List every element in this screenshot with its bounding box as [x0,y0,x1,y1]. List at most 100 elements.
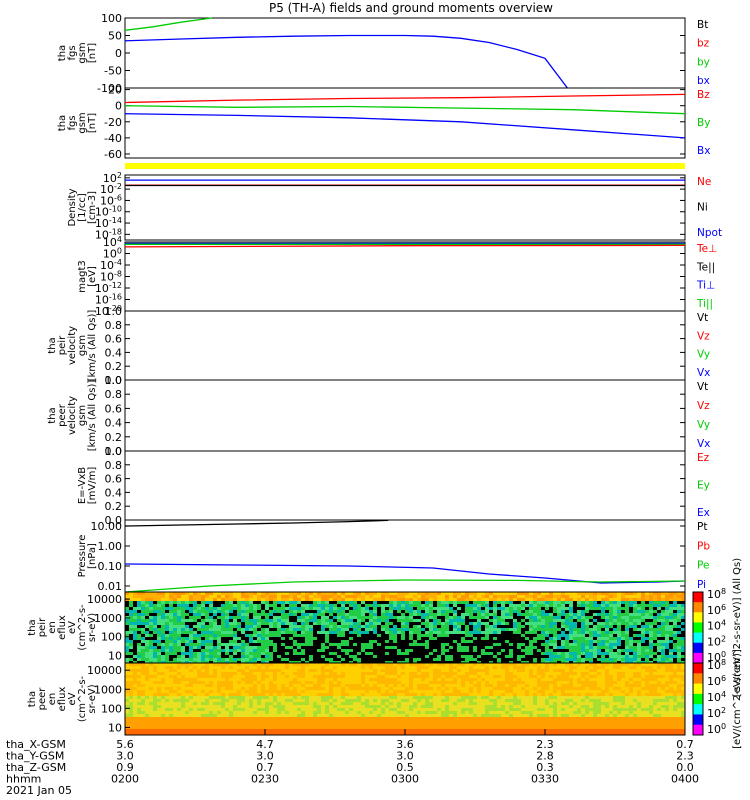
legend-entry: Bz [697,89,710,101]
y-tick-label: 50 [108,30,122,43]
y-tick-label: 1.0 [105,374,123,387]
series-By [125,106,685,114]
legend-entry: Ey [697,480,710,492]
legend-entry: Vy [697,419,710,431]
y-tick-label: 0.8 [105,459,123,472]
y-tick-label: 1.0 [105,445,123,458]
series-Pe [125,580,685,592]
colorbar-segment [693,602,703,613]
panel-frame [125,311,685,380]
flag-bar [125,163,685,169]
y-tick-label: 1.00 [98,540,123,553]
y-tick-label: 10.00 [91,520,123,533]
y-tick-label: 10 [108,721,122,734]
series-Bz [125,94,685,102]
x-tick-label: 0200 [111,773,139,786]
figure-title: P5 (TH-A) fields and ground moments over… [269,1,553,15]
x-tick-label: 0230 [251,773,279,786]
legend-entry: Ex [697,507,710,519]
y-tick-label: -60 [104,148,122,161]
colorbar-segment [693,612,703,623]
colorbar-segment [693,725,703,736]
panel-2: 20 0 -20 -40 -60 tha fgs gsm [nT] Bz By Bx [57,84,710,161]
series-Te⊥ [125,245,685,247]
y-tick-label: 0.4 [105,417,123,430]
panels: 100500-50-100tha fgs gsm [nT]Btbzbybx200-20… [27,12,743,749]
legend-entry: Ne [697,176,711,188]
y-tick-label: 0 [115,47,122,60]
legend-entry: bz [697,38,710,50]
series-Pt [125,520,388,526]
y-tick-label: 10000 [87,593,122,606]
legend-entry: Te|| [696,261,715,273]
y-tick-label: -40 [104,132,122,145]
colorbar-segment [693,694,703,705]
colorbar-tick-label: 102 [707,634,726,648]
colorbar-tick-label: 106 [707,603,726,617]
legend-entry: Vt [697,381,708,393]
y-tick-label: 0.01 [98,580,123,593]
y-tick-label: 0.6 [105,402,123,415]
colorbar-tick-label: 108 [707,587,726,601]
legend-entry: Pb [697,540,710,552]
legend-entry: Pi [697,579,706,591]
y-axis-label: [mV/m] [87,467,98,505]
colorbar-tick-label: 104 [707,619,726,633]
legend-entry: Vz [697,400,710,412]
colorbar-segment [693,673,703,684]
y-tick-label: 0.8 [105,319,123,332]
colorbar-tick-label: 100 [707,722,726,736]
series-Bx [125,114,685,138]
colorbar-segment [693,622,703,633]
legend-entry: Vx [697,367,710,379]
y-axis-label: [nPa] [87,543,98,569]
y-axis-label: [km/s (All Qs)] [87,380,98,452]
colorbar-segment [693,633,703,644]
y-tick-label: 0.6 [105,333,123,346]
y-tick-label: 0.2 [105,360,123,373]
y-axis-label: [nT] [87,43,98,63]
legend-entry: Ez [697,452,710,464]
panel-5: 1.00.80.60.40.20.0tha peir velocity gsm [km/… [47,305,710,387]
legend-entry: Pe [697,560,709,572]
colorbar-segment [693,663,703,674]
colorbar-segment [693,653,703,664]
x-tick-label: 0400 [671,773,699,786]
panel-1: 100 50 0 -50 -100 tha fgs gsm [nT] Bt bz by bx [57,12,710,95]
y-axis-label: [nT] [87,113,98,133]
legend-entry: Te⊥ [696,243,717,255]
y-tick-label: 100 [101,702,122,715]
colorbar-label: [eV/(cm^2-s-sr-eV)] [732,649,743,749]
y-tick-label: 10000 [87,664,122,677]
y-tick-label: 100 [101,12,122,25]
panel-frame [125,18,685,88]
y-axis-label: [eV] [87,266,98,287]
legend-entry: Bt [697,19,708,31]
panel-8: 10.001.000.100.01Pressure [nPa]PtPbPePi [77,520,710,593]
y-tick-label: 100 [101,631,122,644]
series-bx [125,36,567,89]
legend-entry: Bx [697,145,710,157]
y-tick-label: 0.4 [105,486,123,499]
panel-frame [125,380,685,451]
legend-entry: Ti⊥ [696,280,715,292]
colorbar-segment [693,684,703,695]
colorbar-tick-label: 104 [707,690,726,704]
y-axis-label: [cm-3] [87,191,98,224]
y-tick-label: 0 [115,100,122,113]
y-tick-label: 1000 [94,612,122,625]
y-tick-label: 0.10 [98,560,123,573]
x-tick-label: 0330 [531,773,559,786]
colorbar-tick-label: 108 [707,658,726,672]
y-tick-label: 0.8 [105,388,123,401]
x-axis-labels: tha_X-GSM 5.6 4.7 3.6 2.3 0.7tha_Y-GSM 3.0 3.0 3… [6,729,699,797]
y-tick-label: -50 [104,65,122,78]
legend-entry: Ni [697,202,708,214]
panel-4: 10410010-410-810-1210-1610-20magt3 [eV]Te… [77,235,717,318]
y-tick-label: 0.2 [105,431,123,444]
colorbar-segment [693,714,703,725]
panel-6: 1.00.80.60.40.20.0tha peer velocity gsm [km/… [47,374,710,458]
y-axis-label: sr-eV) [87,684,98,713]
date-label: 2021 Jan 05 [6,784,72,797]
legend-entry: Pt [697,521,707,533]
